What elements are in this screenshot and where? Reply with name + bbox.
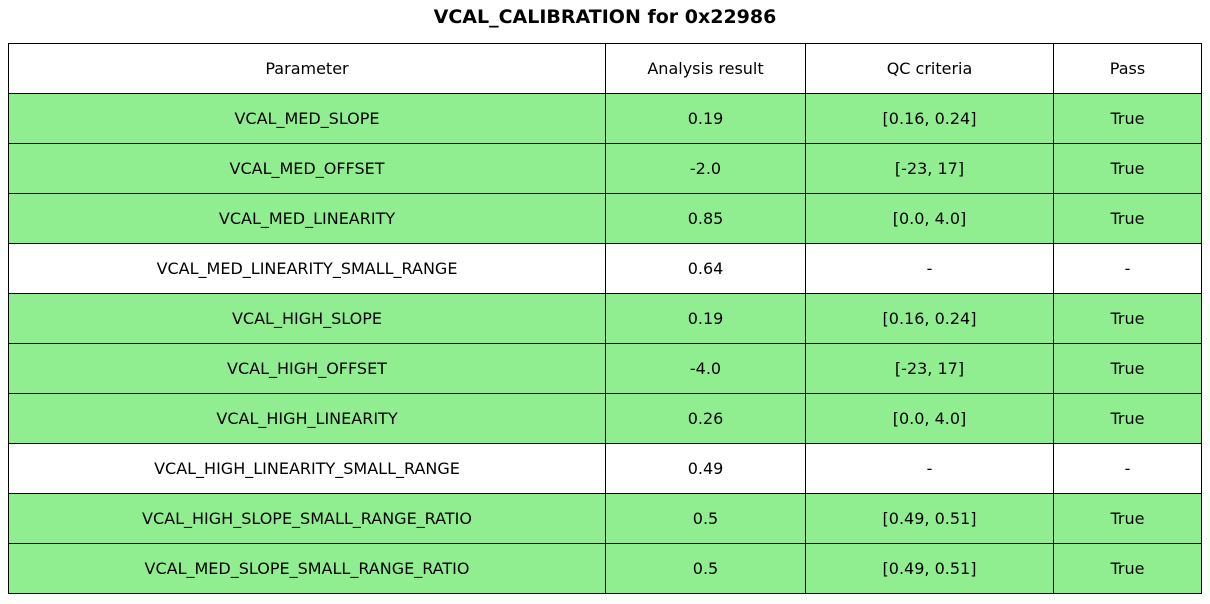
result-cell: 0.5 bbox=[605, 543, 806, 594]
table-row: VCAL_HIGH_SLOPE_SMALL_RANGE_RATIO 0.5 [0… bbox=[8, 493, 1202, 544]
param-cell: VCAL_HIGH_OFFSET bbox=[8, 343, 606, 394]
result-cell: -2.0 bbox=[605, 143, 806, 194]
criteria-cell: [-23, 17] bbox=[805, 143, 1054, 194]
table-row: VCAL_HIGH_SLOPE 0.19 [0.16, 0.24] True bbox=[8, 293, 1202, 344]
result-cell: 0.19 bbox=[605, 293, 806, 344]
pass-cell: True bbox=[1053, 143, 1202, 194]
pass-cell: True bbox=[1053, 293, 1202, 344]
pass-cell: - bbox=[1053, 243, 1202, 294]
criteria-cell: - bbox=[805, 243, 1054, 294]
result-cell: 0.26 bbox=[605, 393, 806, 444]
param-cell: VCAL_MED_SLOPE_SMALL_RANGE_RATIO bbox=[8, 543, 606, 594]
table-row: VCAL_HIGH_LINEARITY_SMALL_RANGE 0.49 - - bbox=[8, 443, 1202, 494]
column-header-parameter: Parameter bbox=[8, 43, 606, 94]
param-cell: VCAL_MED_LINEARITY_SMALL_RANGE bbox=[8, 243, 606, 294]
pass-cell: True bbox=[1053, 393, 1202, 444]
table-row: VCAL_MED_SLOPE_SMALL_RANGE_RATIO 0.5 [0.… bbox=[8, 543, 1202, 594]
criteria-cell: [0.0, 4.0] bbox=[805, 193, 1054, 244]
result-cell: -4.0 bbox=[605, 343, 806, 394]
table-row: VCAL_HIGH_OFFSET -4.0 [-23, 17] True bbox=[8, 343, 1202, 394]
param-cell: VCAL_HIGH_LINEARITY bbox=[8, 393, 606, 444]
header-row: Parameter Analysis result QC criteria Pa… bbox=[8, 43, 1202, 94]
result-cell: 0.64 bbox=[605, 243, 806, 294]
criteria-cell: [0.0, 4.0] bbox=[805, 393, 1054, 444]
pass-cell: True bbox=[1053, 543, 1202, 594]
param-cell: VCAL_HIGH_SLOPE bbox=[8, 293, 606, 344]
param-cell: VCAL_MED_OFFSET bbox=[8, 143, 606, 194]
column-header-qc-criteria: QC criteria bbox=[805, 43, 1054, 94]
param-cell: VCAL_MED_SLOPE bbox=[8, 93, 606, 144]
param-cell: VCAL_MED_LINEARITY bbox=[8, 193, 606, 244]
table-row: VCAL_MED_SLOPE 0.19 [0.16, 0.24] True bbox=[8, 93, 1202, 144]
table-row: VCAL_MED_LINEARITY_SMALL_RANGE 0.64 - - bbox=[8, 243, 1202, 294]
column-header-pass: Pass bbox=[1053, 43, 1202, 94]
table-row: VCAL_MED_OFFSET -2.0 [-23, 17] True bbox=[8, 143, 1202, 194]
result-cell: 0.85 bbox=[605, 193, 806, 244]
page-title: VCAL_CALIBRATION for 0x22986 bbox=[433, 6, 777, 28]
pass-cell: - bbox=[1053, 443, 1202, 494]
criteria-cell: [0.49, 0.51] bbox=[805, 543, 1054, 594]
result-cell: 0.49 bbox=[605, 443, 806, 494]
table-row: VCAL_HIGH_LINEARITY 0.26 [0.0, 4.0] True bbox=[8, 393, 1202, 444]
param-cell: VCAL_HIGH_SLOPE_SMALL_RANGE_RATIO bbox=[8, 493, 606, 544]
pass-cell: True bbox=[1053, 93, 1202, 144]
column-header-analysis-result: Analysis result bbox=[605, 43, 806, 94]
criteria-cell: [0.16, 0.24] bbox=[805, 93, 1054, 144]
result-cell: 0.5 bbox=[605, 493, 806, 544]
criteria-cell: [0.49, 0.51] bbox=[805, 493, 1054, 544]
criteria-cell: - bbox=[805, 443, 1054, 494]
result-cell: 0.19 bbox=[605, 93, 806, 144]
qc-results-table: Parameter Analysis result QC criteria Pa… bbox=[8, 43, 1202, 594]
criteria-cell: [-23, 17] bbox=[805, 343, 1054, 394]
table-header: Parameter Analysis result QC criteria Pa… bbox=[8, 43, 1202, 94]
table-body: VCAL_MED_SLOPE 0.19 [0.16, 0.24] True VC… bbox=[8, 93, 1202, 594]
pass-cell: True bbox=[1053, 343, 1202, 394]
table-row: VCAL_MED_LINEARITY 0.85 [0.0, 4.0] True bbox=[8, 193, 1202, 244]
criteria-cell: [0.16, 0.24] bbox=[805, 293, 1054, 344]
param-cell: VCAL_HIGH_LINEARITY_SMALL_RANGE bbox=[8, 443, 606, 494]
pass-cell: True bbox=[1053, 493, 1202, 544]
pass-cell: True bbox=[1053, 193, 1202, 244]
